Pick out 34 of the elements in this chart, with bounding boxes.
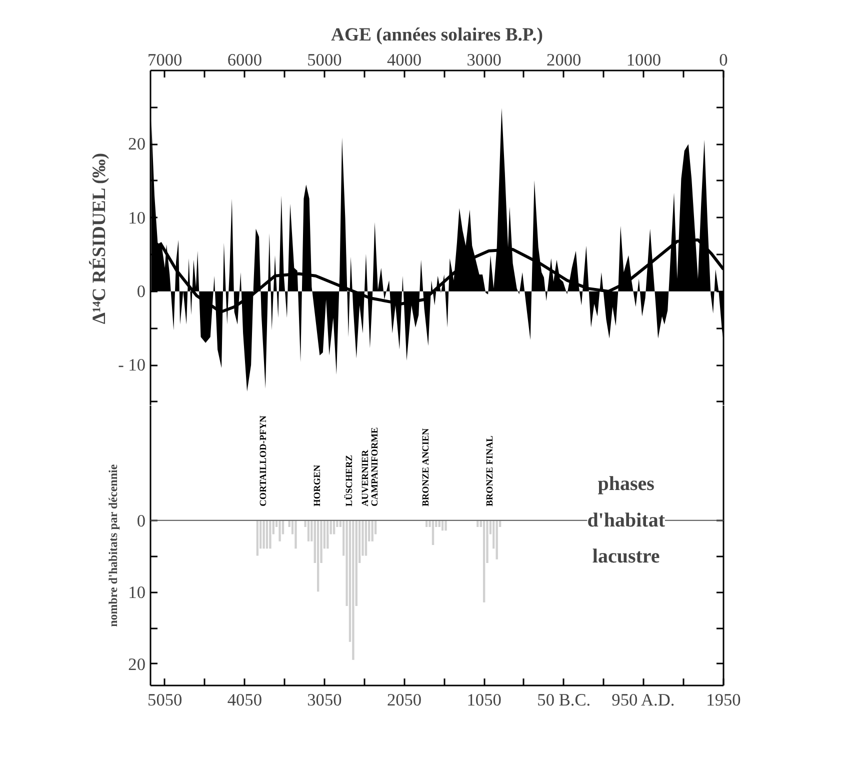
y-tick-label: 0 (136, 282, 146, 301)
y-tick-label: - 10 (118, 356, 146, 375)
x-tick-label: 2000 (546, 50, 582, 70)
x-tick-label: 7000 (148, 50, 182, 70)
x-tick-label: 3050 (307, 690, 342, 710)
x-tick-label: 6000 (227, 50, 262, 70)
x-tick-label: 4000 (386, 50, 422, 70)
x-tick-label: 5050 (148, 690, 182, 710)
y-tick-label: 10 (128, 583, 146, 602)
x-tick-label: 3000 (466, 50, 502, 70)
annotation: HORGEN (313, 464, 324, 506)
annotation: AUVERNIER (360, 450, 371, 506)
annotation: LÜSCHERZ (344, 455, 356, 506)
x-tick-label: 50 B.C. (537, 690, 591, 710)
x-axis-title: AGE (années solaires B.P.) (331, 24, 543, 46)
x-tick-label: 1950 (706, 690, 741, 710)
y-tick-label: 20 (128, 134, 146, 154)
x-tick-label: 1000 (626, 50, 662, 70)
x-tick-label: 4050 (227, 690, 262, 710)
y-axis-title: nombre d'habitats par décennie (106, 464, 120, 627)
annotation: BRONZE FINAL (485, 436, 496, 506)
annotation: CORTAILLOD-PFYN (258, 415, 269, 506)
x-tick-label: 1050 (466, 690, 502, 710)
y-axis-title: Δ¹⁴C RÉSIDUEL (‰) (88, 152, 110, 324)
x-tick-label: 0 (719, 50, 728, 70)
annotation: CAMPANIFORME (370, 427, 381, 506)
annotation: phases d'habitat lacustre (587, 472, 666, 568)
y-tick-label: 20 (128, 654, 146, 674)
x-tick-label: 950 A.D. (612, 690, 675, 710)
x-tick-label: 5000 (307, 50, 342, 70)
annotation: BRONZE ANCIEN (422, 428, 432, 506)
y-tick-label: 0 (136, 511, 146, 530)
y-tick-label: 10 (128, 208, 146, 228)
x-tick-label: 2050 (386, 690, 422, 710)
